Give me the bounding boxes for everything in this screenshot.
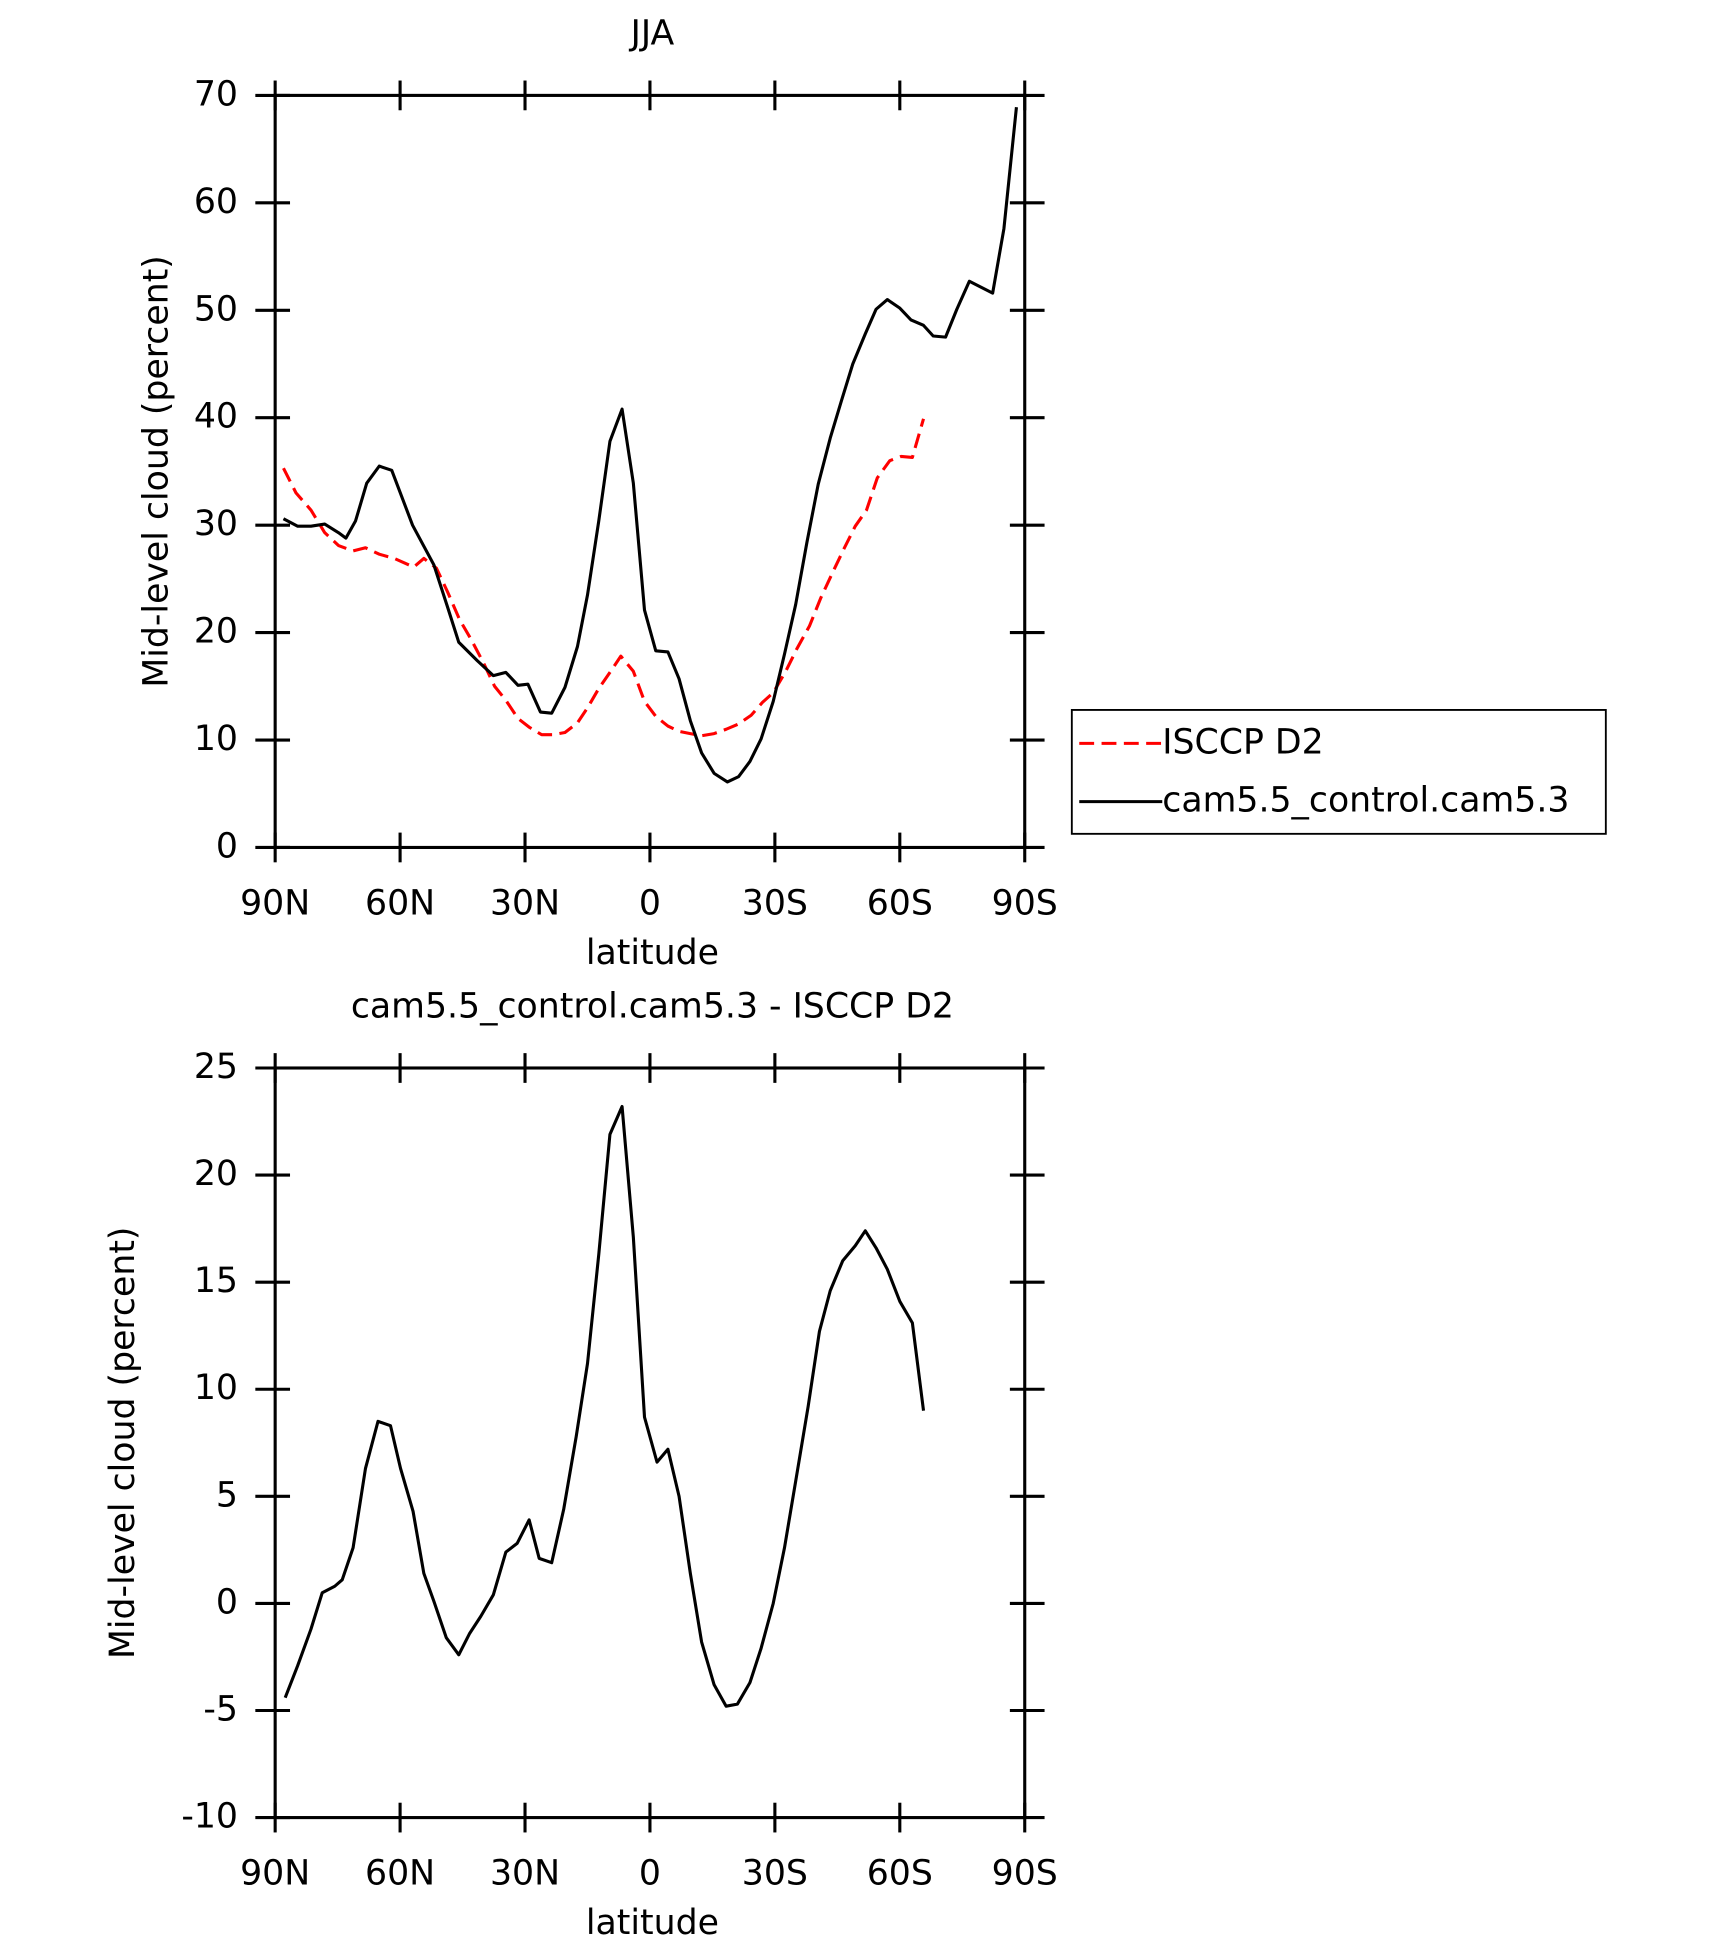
y-tick-label: 20 xyxy=(194,1154,238,1194)
x-tick-label: 0 xyxy=(639,1854,661,1894)
series-line xyxy=(282,418,926,738)
y-tick-label: 70 xyxy=(194,74,238,114)
x-tick-label: 90N xyxy=(240,1854,310,1894)
legend-box xyxy=(1070,709,1607,835)
x-tick-label: 90S xyxy=(992,1854,1058,1894)
y-tick-label: 15 xyxy=(194,1261,238,1301)
legend-label: cam5.5_control.cam5.3 xyxy=(1162,781,1569,821)
x-tick-label: 60N xyxy=(365,1854,435,1894)
x-tick-label: 90S xyxy=(992,883,1058,923)
legend-label: ISCCP D2 xyxy=(1162,722,1323,762)
y-tick-label: 5 xyxy=(216,1475,238,1515)
y-tick-label: 60 xyxy=(194,182,238,222)
chart-title: JJA xyxy=(629,14,675,54)
series-line xyxy=(282,107,1018,784)
y-tick-label: 10 xyxy=(194,1368,238,1408)
plot-frame xyxy=(273,1066,1027,1820)
y-tick-label: 50 xyxy=(194,289,238,329)
x-tick-label: 30S xyxy=(742,883,808,923)
y-tick-label: 0 xyxy=(216,826,238,866)
y-tick-label: 40 xyxy=(194,397,238,437)
x-tick-label: 90N xyxy=(240,883,310,923)
y-tick-label: 10 xyxy=(194,719,238,759)
y-axis-label: Mid-level cloud (percent) xyxy=(103,1227,143,1660)
x-tick-label: 30S xyxy=(742,1854,808,1894)
x-axis-label: latitude xyxy=(586,1903,719,1939)
x-axis-label: latitude xyxy=(586,933,719,973)
x-tick-label: 0 xyxy=(639,883,661,923)
y-tick-label: 30 xyxy=(194,504,238,544)
x-tick-label: 60N xyxy=(365,883,435,923)
plot-frame xyxy=(273,93,1027,850)
x-tick-label: 60S xyxy=(867,1854,933,1894)
y-tick-label: 20 xyxy=(194,612,238,652)
x-tick-label: 60S xyxy=(867,883,933,923)
chart-title: cam5.5_control.cam5.3 - ISCCP D2 xyxy=(351,986,954,1026)
x-tick-label: 30N xyxy=(490,1854,560,1894)
x-tick-label: 30N xyxy=(490,883,560,923)
y-tick-label: 0 xyxy=(216,1582,238,1622)
y-axis-label: Mid-level cloud (percent) xyxy=(136,255,176,687)
series-line xyxy=(283,1104,926,1708)
y-tick-label: -10 xyxy=(181,1797,238,1837)
y-tick-label: -5 xyxy=(203,1689,238,1729)
y-tick-label: 25 xyxy=(194,1047,238,1087)
